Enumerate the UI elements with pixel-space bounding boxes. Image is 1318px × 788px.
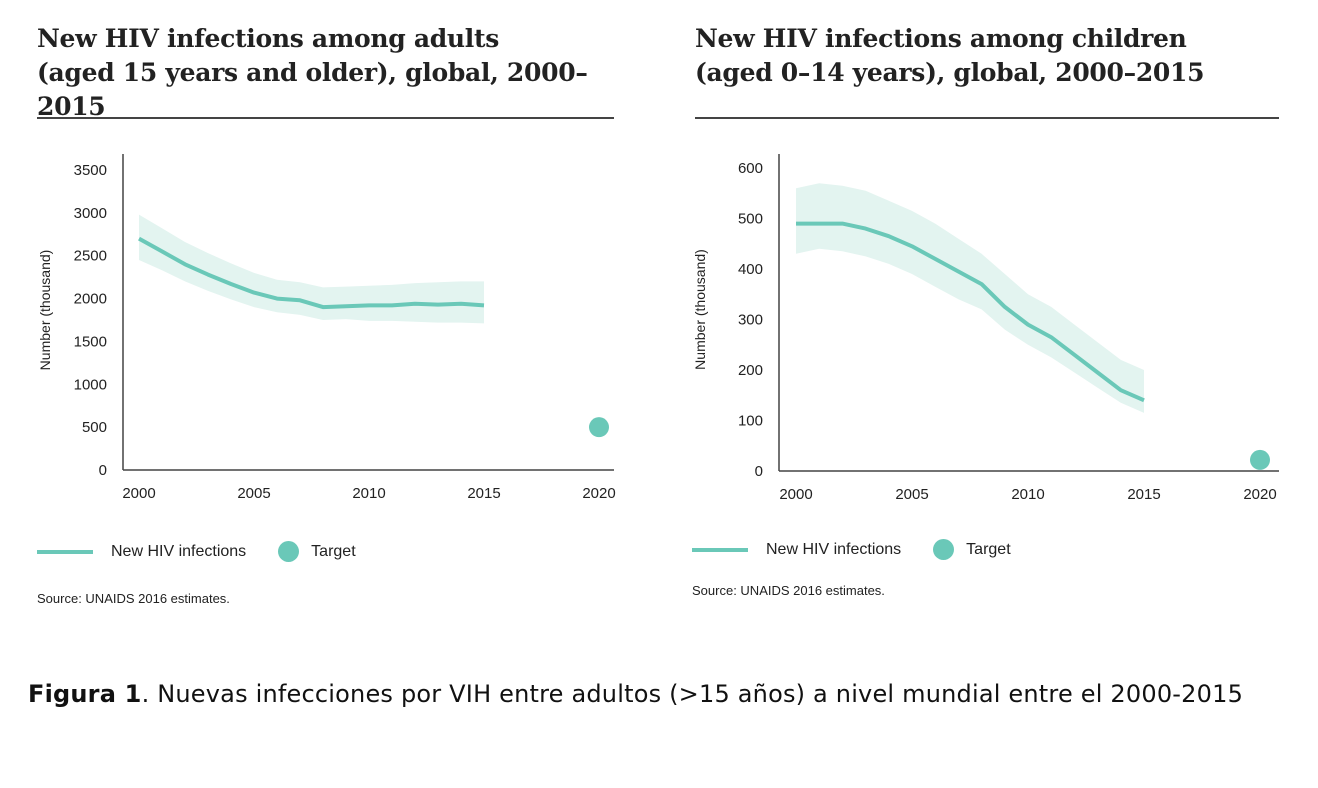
y-tick-label: 3000	[74, 205, 107, 222]
legend-adults: New HIV infections Target	[37, 541, 356, 562]
y-tick-label: 600	[738, 160, 763, 177]
y-tick-label: 100	[738, 413, 763, 430]
y-axis-label: Number (thousand)	[37, 250, 53, 371]
legend-line-label: New HIV infections	[766, 540, 902, 558]
uncertainty-band	[796, 183, 1144, 413]
x-tick-label: 2000	[779, 486, 812, 503]
y-axis-label: Number (thousand)	[692, 249, 708, 370]
x-tick-label: 2010	[1011, 486, 1044, 503]
x-tick-label: 2005	[895, 486, 928, 503]
figure-caption: Figura 1. Nuevas infecciones por VIH ent…	[28, 666, 1290, 722]
title-rule	[37, 117, 614, 119]
y-tick-label: 0	[99, 462, 107, 479]
y-tick-label: 1000	[74, 376, 107, 393]
chart-title-line2: (aged 0–14 years), global, 2000–2015	[695, 58, 1205, 87]
y-tick-label: 0	[755, 463, 763, 480]
chart-plot-adults: 0 500 1000 1500 2000 2500 3000 3500 2000 2005 2010…	[37, 154, 616, 502]
title-rule	[695, 117, 1279, 119]
legend-target-swatch	[278, 541, 300, 562]
legend-target-swatch	[933, 539, 955, 560]
x-tick-label: 2020	[1243, 486, 1276, 503]
chart-panel-adults: New HIV infections among adults (aged 15…	[0, 0, 640, 640]
y-tick-label: 3500	[74, 162, 107, 179]
legend-target-label: Target	[311, 542, 356, 560]
source-note-children: Source: UNAIDS 2016 estimates.	[692, 583, 885, 598]
legend-line-label: New HIV infections	[111, 542, 247, 560]
y-tick-label: 1500	[74, 333, 107, 350]
y-tick-label: 400	[738, 261, 763, 278]
legend-target-label: Target	[966, 540, 1011, 558]
series-line	[796, 221, 1145, 403]
caption-label: Figura 1	[28, 680, 142, 708]
legend-children: New HIV infections Target	[692, 539, 1011, 560]
x-tick-label: 2020	[582, 485, 615, 502]
y-tick-label: 200	[738, 362, 763, 379]
chart-title-adults: New HIV infections among adults (aged 15…	[37, 22, 640, 124]
x-tick-label: 2000	[122, 485, 155, 502]
x-tick-label: 2015	[467, 485, 500, 502]
chart-title-line1: New HIV infections among children	[695, 24, 1187, 53]
chart-title-children: New HIV infections among children (aged …	[695, 22, 1205, 90]
legend-line-swatch	[692, 547, 748, 552]
y-tick-label: 500	[738, 211, 763, 228]
y-tick-label: 2000	[74, 291, 107, 308]
source-note-adults: Source: UNAIDS 2016 estimates.	[37, 591, 230, 606]
legend-line-swatch	[37, 549, 93, 554]
x-tick-label: 2010	[352, 485, 385, 502]
chart-title-line1: New HIV infections among adults	[37, 24, 499, 53]
y-tick-label: 500	[82, 419, 107, 436]
chart-panel-children: New HIV infections among children (aged …	[655, 0, 1318, 640]
x-tick-label: 2015	[1127, 486, 1160, 503]
target-point	[589, 417, 609, 438]
caption-text: . Nuevas infecciones por VIH entre adult…	[141, 680, 1244, 708]
y-tick-label: 300	[738, 312, 763, 329]
series-line	[138, 236, 485, 310]
chart-title-line2: (aged 15 years and older), global, 2000–…	[37, 58, 588, 121]
chart-plot-children: 0 100 200 300 400 500 600 2000 2005 2010 2015 2020 N…	[692, 154, 1279, 503]
target-point	[1250, 449, 1270, 470]
y-tick-label: 2500	[74, 248, 107, 265]
uncertainty-band	[139, 214, 484, 324]
x-tick-label: 2005	[237, 485, 270, 502]
